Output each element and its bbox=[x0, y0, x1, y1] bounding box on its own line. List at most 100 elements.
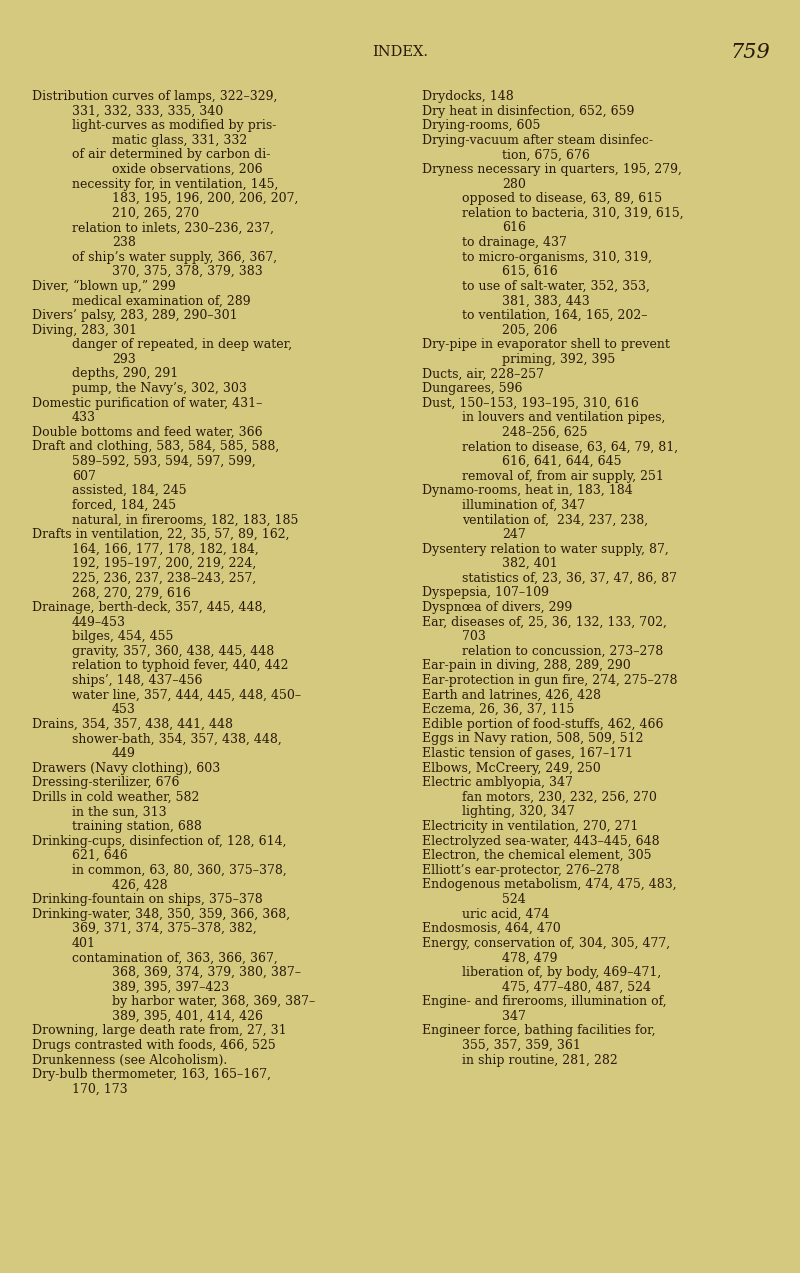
Text: 607: 607 bbox=[72, 470, 96, 482]
Text: 370, 375, 378, 379, 383: 370, 375, 378, 379, 383 bbox=[112, 265, 262, 279]
Text: 703: 703 bbox=[462, 630, 486, 643]
Text: ships’, 148, 437–456: ships’, 148, 437–456 bbox=[72, 673, 202, 687]
Text: INDEX.: INDEX. bbox=[372, 45, 428, 59]
Text: Elbows, McCreery, 249, 250: Elbows, McCreery, 249, 250 bbox=[422, 761, 601, 774]
Text: Engine- and firerooms, illumination of,: Engine- and firerooms, illumination of, bbox=[422, 995, 666, 1008]
Text: Electron, the chemical element, 305: Electron, the chemical element, 305 bbox=[422, 849, 651, 862]
Text: Ear-protection in gun fire, 274, 275–278: Ear-protection in gun fire, 274, 275–278 bbox=[422, 673, 678, 687]
Text: Domestic purification of water, 431–: Domestic purification of water, 431– bbox=[32, 397, 262, 410]
Text: relation to disease, 63, 64, 79, 81,: relation to disease, 63, 64, 79, 81, bbox=[462, 440, 678, 453]
Text: Draft and clothing, 583, 584, 585, 588,: Draft and clothing, 583, 584, 585, 588, bbox=[32, 440, 279, 453]
Text: Divers’ palsy, 283, 289, 290–301: Divers’ palsy, 283, 289, 290–301 bbox=[32, 309, 238, 322]
Text: oxide observations, 206: oxide observations, 206 bbox=[112, 163, 262, 176]
Text: relation to inlets, 230–236, 237,: relation to inlets, 230–236, 237, bbox=[72, 222, 274, 234]
Text: 382, 401: 382, 401 bbox=[502, 558, 558, 570]
Text: 368, 369, 374, 379, 380, 387–: 368, 369, 374, 379, 380, 387– bbox=[112, 966, 301, 979]
Text: Edible portion of food-stuffs, 462, 466: Edible portion of food-stuffs, 462, 466 bbox=[422, 718, 663, 731]
Text: 205, 206: 205, 206 bbox=[502, 323, 558, 336]
Text: 355, 357, 359, 361: 355, 357, 359, 361 bbox=[462, 1039, 581, 1051]
Text: light-curves as modified by pris-: light-curves as modified by pris- bbox=[72, 120, 276, 132]
Text: Drunkenness (see Alcoholism).: Drunkenness (see Alcoholism). bbox=[32, 1054, 227, 1067]
Text: relation to typhoid fever, 440, 442: relation to typhoid fever, 440, 442 bbox=[72, 659, 289, 672]
Text: 268, 270, 279, 616: 268, 270, 279, 616 bbox=[72, 587, 191, 600]
Text: Dynamo-rooms, heat in, 183, 184: Dynamo-rooms, heat in, 183, 184 bbox=[422, 484, 633, 498]
Text: ventilation of,  234, 237, 238,: ventilation of, 234, 237, 238, bbox=[462, 513, 648, 527]
Text: Dysentery relation to water supply, 87,: Dysentery relation to water supply, 87, bbox=[422, 542, 669, 555]
Text: 616, 641, 644, 645: 616, 641, 644, 645 bbox=[502, 454, 622, 468]
Text: 475, 477–480, 487, 524: 475, 477–480, 487, 524 bbox=[502, 980, 651, 994]
Text: tion, 675, 676: tion, 675, 676 bbox=[502, 149, 590, 162]
Text: 449: 449 bbox=[112, 747, 136, 760]
Text: Endogenous metabolism, 474, 475, 483,: Endogenous metabolism, 474, 475, 483, bbox=[422, 878, 677, 891]
Text: removal of, from air supply, 251: removal of, from air supply, 251 bbox=[462, 470, 664, 482]
Text: Drying-vacuum after steam disinfec-: Drying-vacuum after steam disinfec- bbox=[422, 134, 653, 146]
Text: 293: 293 bbox=[112, 353, 136, 365]
Text: Diver, “blown up,” 299: Diver, “blown up,” 299 bbox=[32, 280, 176, 293]
Text: natural, in firerooms, 182, 183, 185: natural, in firerooms, 182, 183, 185 bbox=[72, 513, 298, 527]
Text: Drydocks, 148: Drydocks, 148 bbox=[422, 90, 514, 103]
Text: Elliott’s ear-protector, 276–278: Elliott’s ear-protector, 276–278 bbox=[422, 864, 620, 877]
Text: Endosmosis, 464, 470: Endosmosis, 464, 470 bbox=[422, 922, 561, 936]
Text: Drills in cold weather, 582: Drills in cold weather, 582 bbox=[32, 791, 199, 803]
Text: 615, 616: 615, 616 bbox=[502, 265, 558, 279]
Text: Drying-rooms, 605: Drying-rooms, 605 bbox=[422, 120, 540, 132]
Text: 589–592, 593, 594, 597, 599,: 589–592, 593, 594, 597, 599, bbox=[72, 454, 256, 468]
Text: Drainage, berth-deck, 357, 445, 448,: Drainage, berth-deck, 357, 445, 448, bbox=[32, 601, 266, 614]
Text: bilges, 454, 455: bilges, 454, 455 bbox=[72, 630, 174, 643]
Text: 248–256, 625: 248–256, 625 bbox=[502, 425, 587, 439]
Text: to micro-organisms, 310, 319,: to micro-organisms, 310, 319, bbox=[462, 251, 652, 264]
Text: Energy, conservation of, 304, 305, 477,: Energy, conservation of, 304, 305, 477, bbox=[422, 937, 670, 950]
Text: priming, 392, 395: priming, 392, 395 bbox=[502, 353, 615, 365]
Text: Dressing-sterilizer, 676: Dressing-sterilizer, 676 bbox=[32, 777, 179, 789]
Text: opposed to disease, 63, 89, 615: opposed to disease, 63, 89, 615 bbox=[462, 192, 662, 205]
Text: training station, 688: training station, 688 bbox=[72, 820, 202, 833]
Text: in louvers and ventilation pipes,: in louvers and ventilation pipes, bbox=[462, 411, 666, 424]
Text: gravity, 357, 360, 438, 445, 448: gravity, 357, 360, 438, 445, 448 bbox=[72, 645, 274, 658]
Text: Dry-pipe in evaporator shell to prevent: Dry-pipe in evaporator shell to prevent bbox=[422, 339, 670, 351]
Text: Ducts, air, 228–257: Ducts, air, 228–257 bbox=[422, 368, 544, 381]
Text: 389, 395, 397–423: 389, 395, 397–423 bbox=[112, 980, 230, 994]
Text: Electricity in ventilation, 270, 271: Electricity in ventilation, 270, 271 bbox=[422, 820, 638, 833]
Text: contamination of, 363, 366, 367,: contamination of, 363, 366, 367, bbox=[72, 951, 278, 965]
Text: Ear, diseases of, 25, 36, 132, 133, 702,: Ear, diseases of, 25, 36, 132, 133, 702, bbox=[422, 616, 667, 629]
Text: 401: 401 bbox=[72, 937, 96, 950]
Text: 183, 195, 196, 200, 206, 207,: 183, 195, 196, 200, 206, 207, bbox=[112, 192, 298, 205]
Text: to use of salt-water, 352, 353,: to use of salt-water, 352, 353, bbox=[462, 280, 650, 293]
Text: shower-bath, 354, 357, 438, 448,: shower-bath, 354, 357, 438, 448, bbox=[72, 732, 282, 746]
Text: of ship’s water supply, 366, 367,: of ship’s water supply, 366, 367, bbox=[72, 251, 277, 264]
Text: 280: 280 bbox=[502, 178, 526, 191]
Text: Dungarees, 596: Dungarees, 596 bbox=[422, 382, 522, 395]
Text: pump, the Navy’s, 302, 303: pump, the Navy’s, 302, 303 bbox=[72, 382, 247, 395]
Text: liberation of, by body, 469–471,: liberation of, by body, 469–471, bbox=[462, 966, 662, 979]
Text: necessity for, in ventilation, 145,: necessity for, in ventilation, 145, bbox=[72, 178, 278, 191]
Text: Dust, 150–153, 193–195, 310, 616: Dust, 150–153, 193–195, 310, 616 bbox=[422, 397, 639, 410]
Text: 453: 453 bbox=[112, 703, 136, 717]
Text: 478, 479: 478, 479 bbox=[502, 951, 558, 965]
Text: Ear-pain in diving, 288, 289, 290: Ear-pain in diving, 288, 289, 290 bbox=[422, 659, 630, 672]
Text: danger of repeated, in deep water,: danger of repeated, in deep water, bbox=[72, 339, 292, 351]
Text: Dyspepsia, 107–109: Dyspepsia, 107–109 bbox=[422, 587, 549, 600]
Text: to drainage, 437: to drainage, 437 bbox=[462, 236, 567, 250]
Text: Electric amblyopia, 347: Electric amblyopia, 347 bbox=[422, 777, 573, 789]
Text: in the sun, 313: in the sun, 313 bbox=[72, 806, 166, 819]
Text: forced, 184, 245: forced, 184, 245 bbox=[72, 499, 176, 512]
Text: matic glass, 331, 332: matic glass, 331, 332 bbox=[112, 134, 247, 146]
Text: Earth and latrines, 426, 428: Earth and latrines, 426, 428 bbox=[422, 689, 601, 701]
Text: in common, 63, 80, 360, 375–378,: in common, 63, 80, 360, 375–378, bbox=[72, 864, 286, 877]
Text: depths, 290, 291: depths, 290, 291 bbox=[72, 368, 178, 381]
Text: Double bottoms and feed water, 366: Double bottoms and feed water, 366 bbox=[32, 425, 262, 439]
Text: 192, 195–197, 200, 219, 224,: 192, 195–197, 200, 219, 224, bbox=[72, 558, 256, 570]
Text: Electrolyzed sea-water, 443–445, 648: Electrolyzed sea-water, 443–445, 648 bbox=[422, 835, 660, 848]
Text: Eggs in Navy ration, 508, 509, 512: Eggs in Navy ration, 508, 509, 512 bbox=[422, 732, 643, 746]
Text: fan motors, 230, 232, 256, 270: fan motors, 230, 232, 256, 270 bbox=[462, 791, 657, 803]
Text: 524: 524 bbox=[502, 892, 526, 906]
Text: Drugs contrasted with foods, 466, 525: Drugs contrasted with foods, 466, 525 bbox=[32, 1039, 276, 1051]
Text: by harbor water, 368, 369, 387–: by harbor water, 368, 369, 387– bbox=[112, 995, 315, 1008]
Text: Drinking-fountain on ships, 375–378: Drinking-fountain on ships, 375–378 bbox=[32, 892, 262, 906]
Text: 331, 332, 333, 335, 340: 331, 332, 333, 335, 340 bbox=[72, 104, 223, 117]
Text: lighting, 320, 347: lighting, 320, 347 bbox=[462, 806, 574, 819]
Text: Dry-bulb thermometer, 163, 165–167,: Dry-bulb thermometer, 163, 165–167, bbox=[32, 1068, 271, 1081]
Text: Elastic tension of gases, 167–171: Elastic tension of gases, 167–171 bbox=[422, 747, 633, 760]
Text: 389, 395, 401, 414, 426: 389, 395, 401, 414, 426 bbox=[112, 1009, 263, 1022]
Text: to ventilation, 164, 165, 202–: to ventilation, 164, 165, 202– bbox=[462, 309, 647, 322]
